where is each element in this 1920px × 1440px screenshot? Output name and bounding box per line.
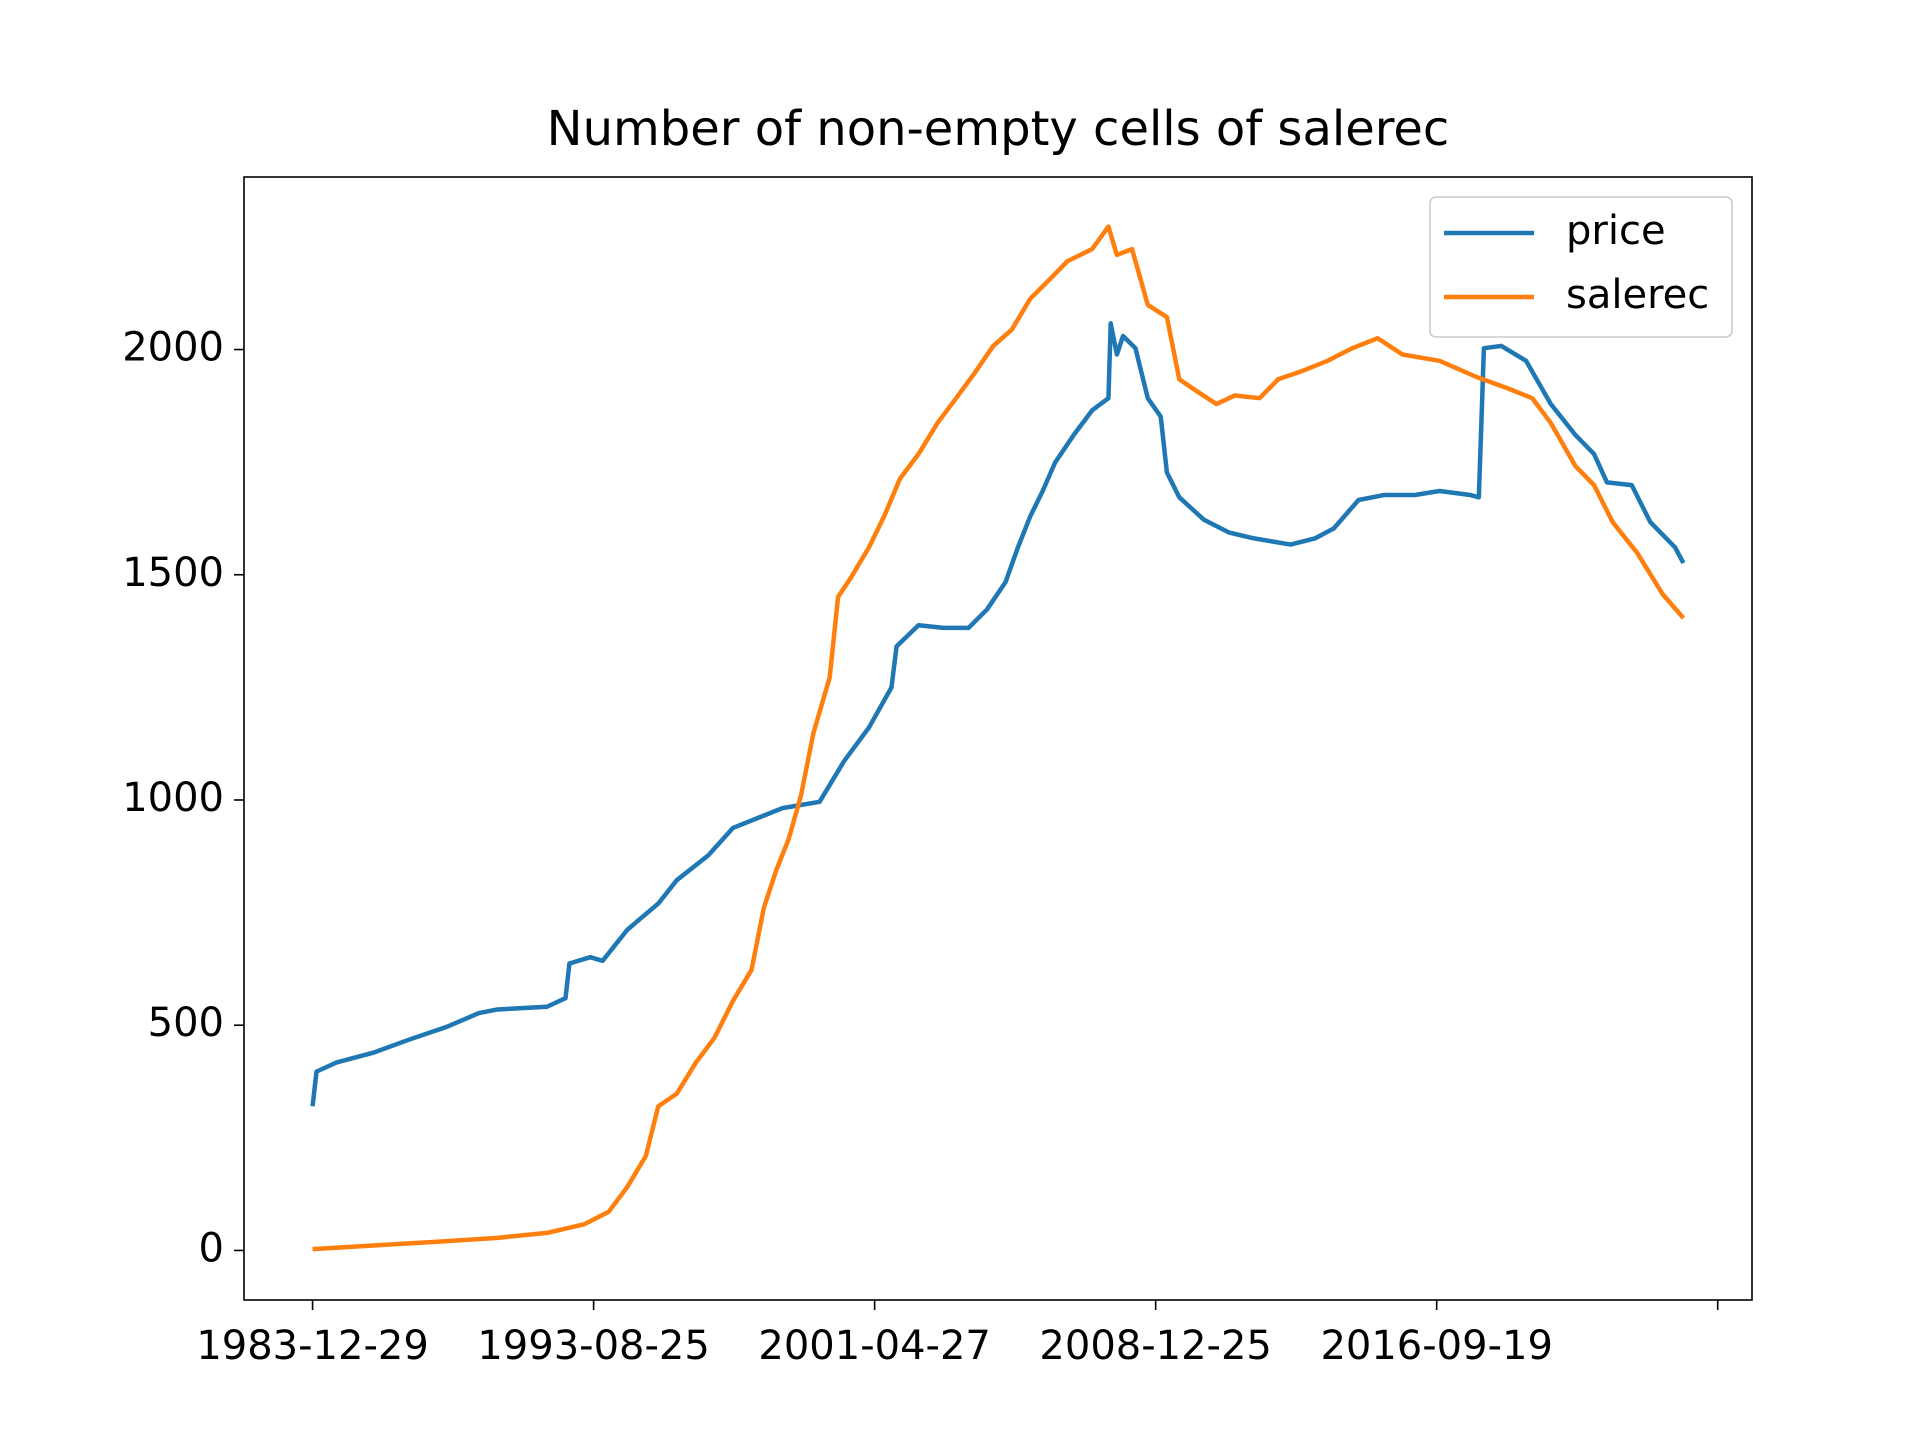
chart-title: Number of non-empty cells of salerec — [547, 101, 1450, 157]
legend-label: salerec — [1566, 272, 1709, 318]
x-tick-label: 1993-08-25 — [477, 1323, 709, 1369]
y-tick-label: 0 — [199, 1225, 224, 1271]
y-tick-label: 1000 — [122, 775, 224, 821]
x-tick-label: 1983-12-29 — [196, 1323, 428, 1369]
series-line — [310, 321, 1686, 1107]
x-tick-label: 2001-04-27 — [758, 1323, 990, 1369]
x-tick-label: 2008-12-25 — [1039, 1323, 1271, 1369]
y-tick-label: 2000 — [122, 325, 224, 371]
legend-label: price — [1566, 208, 1666, 254]
y-tick-label: 500 — [148, 1000, 224, 1046]
series-line — [312, 224, 1686, 1252]
x-tick-label: 2016-09-19 — [1320, 1323, 1552, 1369]
axes-frame — [243, 176, 1753, 1301]
y-tick-label: 1500 — [122, 550, 224, 596]
